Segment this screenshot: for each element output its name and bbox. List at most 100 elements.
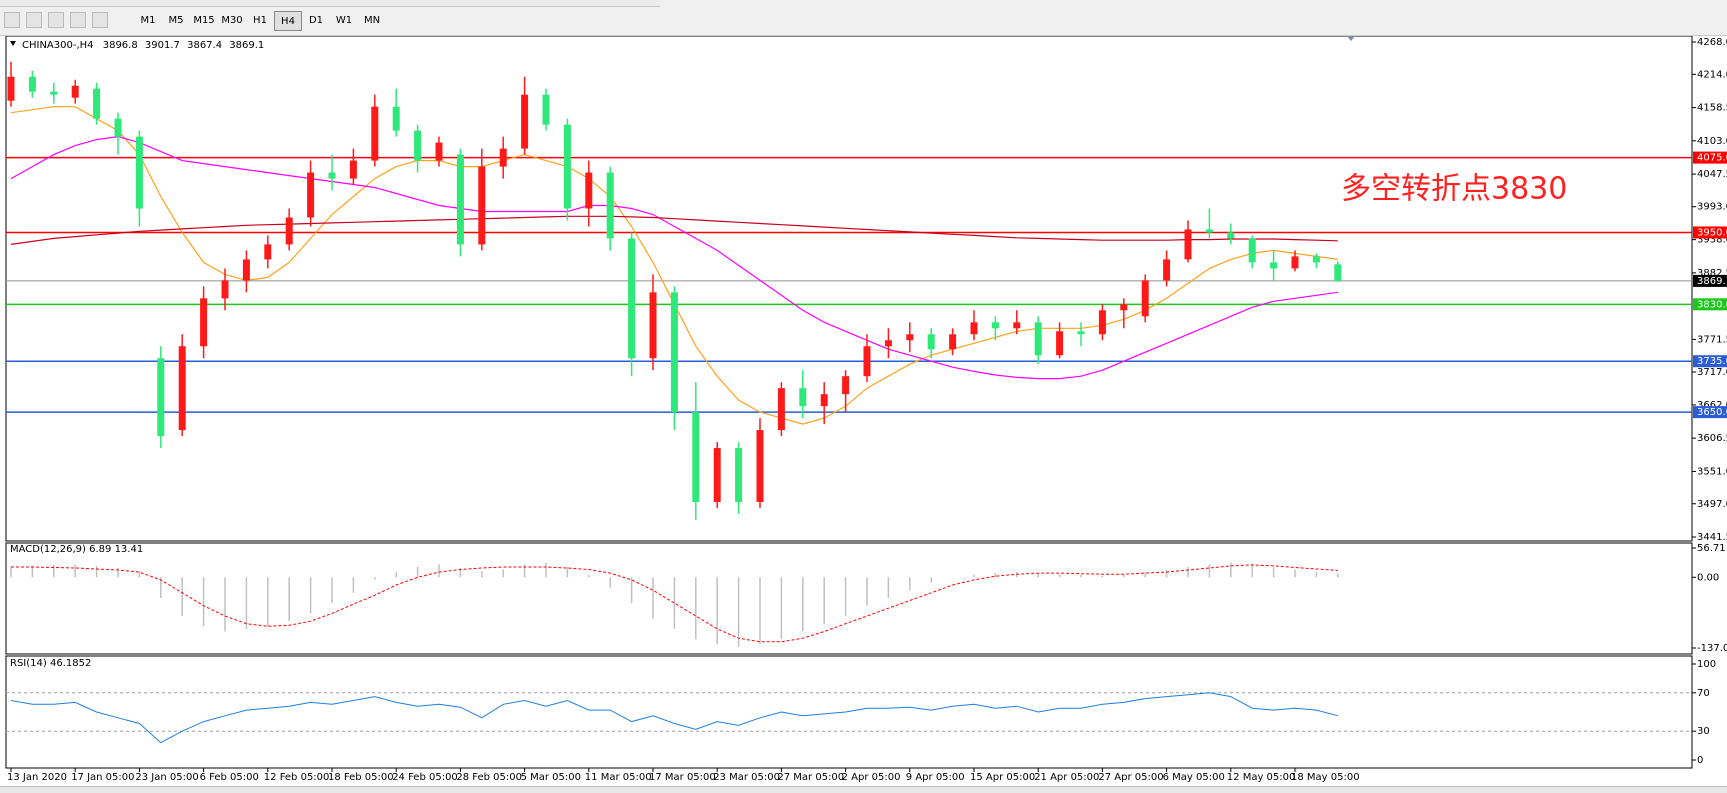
candle-body xyxy=(1227,232,1235,239)
timeframe-button[interactable]: M15 xyxy=(193,15,215,26)
candle-body xyxy=(349,160,357,179)
candle-body xyxy=(7,76,15,101)
timeframe-button[interactable]: M1 xyxy=(140,15,156,26)
candle-body xyxy=(991,322,999,329)
candle-body xyxy=(414,130,422,161)
timeframe-button[interactable]: H1 xyxy=(253,15,267,26)
x-tick-label: 17 Jan 05:00 xyxy=(71,772,134,783)
y-tick-label: 3882.5 xyxy=(1697,268,1727,279)
level-label: 4075.0 xyxy=(1697,153,1727,164)
open-value: 3896.8 xyxy=(103,40,138,51)
y-tick-label: 3717.0 xyxy=(1697,367,1727,378)
main-panel xyxy=(5,36,1693,542)
y-tick-label: 3993.0 xyxy=(1697,202,1727,213)
y-tick-label: 100 xyxy=(1697,659,1716,670)
candle-body xyxy=(949,334,957,350)
candle-body xyxy=(456,154,464,245)
x-tick-label: 2 Apr 05:00 xyxy=(842,772,901,783)
timeframe-bar: M1 M5 M15 M30 H1 H4 D1 W1 MN xyxy=(134,11,386,31)
candle-body xyxy=(478,166,486,245)
close-value: 3869.1 xyxy=(229,40,264,51)
candle-body xyxy=(435,142,443,161)
x-tick-label: 27 Mar 05:00 xyxy=(777,772,844,783)
candle-body xyxy=(1184,229,1192,260)
tool-icon[interactable] xyxy=(26,12,42,28)
level-tag xyxy=(1693,298,1727,311)
high-value: 3901.7 xyxy=(145,40,180,51)
x-tick-label: 18 May 05:00 xyxy=(1291,772,1360,783)
candle-body xyxy=(563,124,571,209)
candle-body xyxy=(777,388,785,431)
candle-body xyxy=(28,76,36,92)
candle-body xyxy=(606,172,614,239)
y-tick-label: 3441.5 xyxy=(1697,532,1727,543)
candle-body xyxy=(1141,280,1149,317)
tool-icon[interactable] xyxy=(4,12,20,28)
current-price-label: 3869.1 xyxy=(1697,276,1727,287)
toolbar-row xyxy=(0,0,660,7)
x-tick-label: 17 Mar 05:00 xyxy=(649,772,716,783)
y-tick-label: 4268.0 xyxy=(1697,37,1727,48)
toolbar-icons xyxy=(4,12,108,30)
y-tick-label: 4103.0 xyxy=(1697,136,1727,147)
timeframe-button[interactable]: M30 xyxy=(221,15,243,26)
candle-body xyxy=(93,88,101,119)
x-tick-label: 12 May 05:00 xyxy=(1227,772,1296,783)
y-tick-label: 70 xyxy=(1697,688,1710,699)
timeframe-button[interactable]: MN xyxy=(363,15,381,26)
x-tick-label: 23 Jan 05:00 xyxy=(135,772,198,783)
candle-body xyxy=(820,394,828,407)
header-icon xyxy=(10,41,16,46)
x-tick-label: 28 Feb 05:00 xyxy=(456,772,522,783)
candle-body xyxy=(542,94,550,125)
tool-icon[interactable] xyxy=(48,12,64,28)
candle-body xyxy=(906,334,914,341)
candle-body xyxy=(392,106,400,131)
level-tag xyxy=(1693,151,1727,164)
chart: CHINA300-,H4 3896.8 3901.7 3867.4 3869.1… xyxy=(5,36,1727,783)
timeframe-button[interactable]: W1 xyxy=(335,15,353,26)
low-value: 3867.4 xyxy=(187,40,222,51)
candle-body xyxy=(1291,256,1299,269)
level-tag xyxy=(1693,355,1727,368)
level-label: 3830.0 xyxy=(1697,299,1727,310)
annotation: 多空转折点3830 xyxy=(1341,172,1567,207)
y-tick-label: 4047.5 xyxy=(1697,169,1727,180)
tool-icon[interactable] xyxy=(70,12,86,28)
rsi-title: RSI(14) 46.1852 xyxy=(10,658,91,669)
candle-body xyxy=(264,244,272,260)
chart-header: CHINA300-,H4 3896.8 3901.7 3867.4 3869.1 xyxy=(22,40,264,51)
timeframe-button[interactable]: H4 xyxy=(274,11,302,31)
candle-body xyxy=(799,388,807,407)
candle-body xyxy=(884,340,892,347)
x-tick-label: 6 Feb 05:00 xyxy=(200,772,259,783)
tool-icon[interactable] xyxy=(92,12,108,28)
x-tick-label: 13 Jan 2020 xyxy=(7,772,67,783)
candle-body xyxy=(713,448,721,502)
moving-average xyxy=(10,215,1338,245)
level-tag xyxy=(1693,226,1727,239)
x-tick-label: 9 Apr 05:00 xyxy=(906,772,965,783)
timeframe-button[interactable]: D1 xyxy=(308,15,324,26)
moving-average xyxy=(10,135,1338,380)
timeframe-button[interactable]: M5 xyxy=(168,15,184,26)
candle-body xyxy=(328,172,336,179)
y-tick-label: 3771.5 xyxy=(1697,334,1727,345)
rsi-line xyxy=(10,692,1338,744)
candle-body xyxy=(970,322,978,335)
level-label: 3735.0 xyxy=(1697,356,1727,367)
candle-body xyxy=(1098,310,1106,335)
candle-body xyxy=(1248,238,1256,263)
candle-body xyxy=(585,172,593,209)
y-tick-label: 30 xyxy=(1697,726,1710,737)
y-tick-label: 56.71 xyxy=(1697,543,1726,554)
y-tick-label: 3938.0 xyxy=(1697,235,1727,246)
y-tick-label: 0.00 xyxy=(1697,572,1719,583)
candle-body xyxy=(157,358,165,437)
x-tick-label: 15 Apr 05:00 xyxy=(970,772,1035,783)
candle-body xyxy=(50,91,58,95)
y-tick-label: 4214.0 xyxy=(1697,69,1727,80)
candle-body xyxy=(1163,259,1171,281)
y-tick-label: 3606.5 xyxy=(1697,433,1727,444)
